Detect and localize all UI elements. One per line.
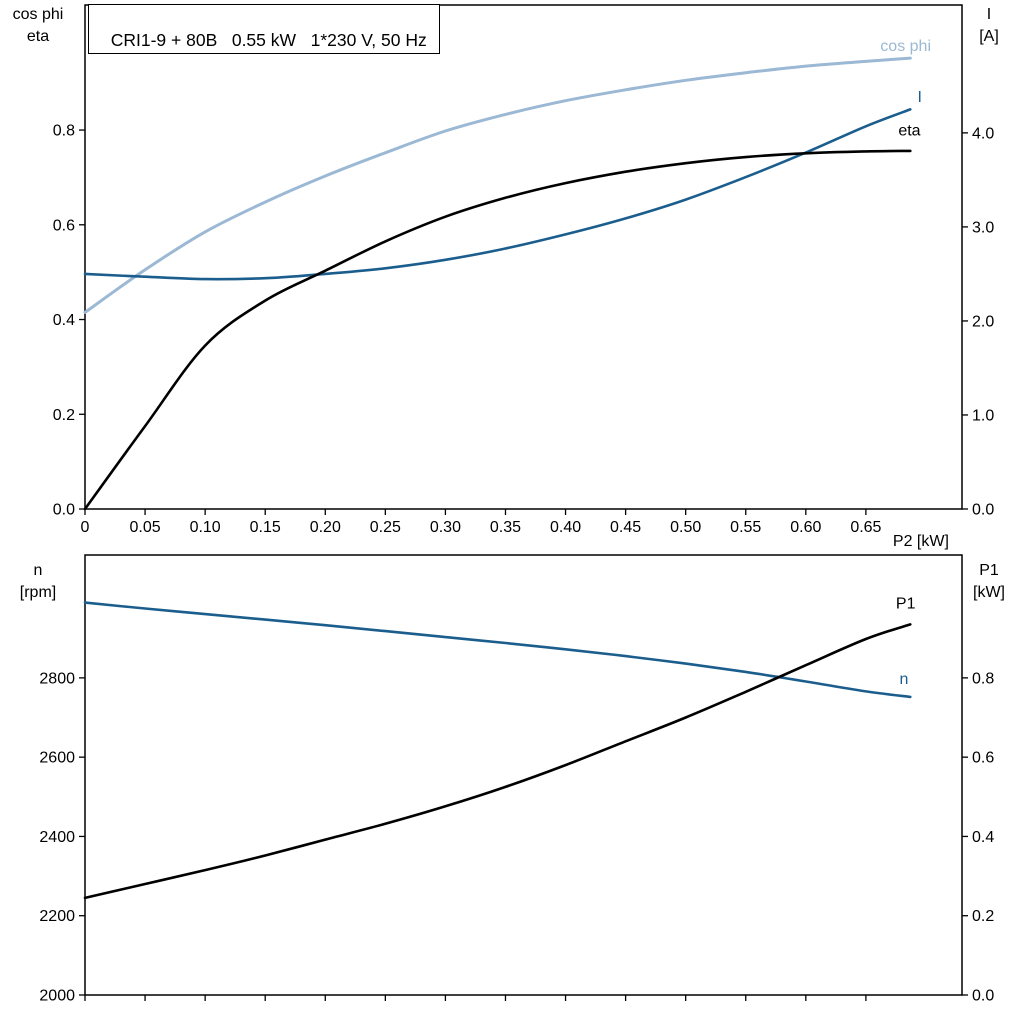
x-tick-label: 0.35: [490, 519, 521, 536]
right-y-tick-label: 2.0: [972, 313, 994, 330]
right-y-tick-label: 0.8: [972, 670, 994, 687]
x-tick-label: 0.15: [250, 519, 281, 536]
curve-label-n: n: [900, 671, 909, 688]
x-tick-label: 0.65: [850, 519, 881, 536]
left-y-tick-label: 2600: [39, 750, 75, 767]
top-chart-left-axis-title: cos phi eta: [0, 4, 76, 48]
right-y-tick-label: 0.0: [972, 988, 994, 1005]
axis-label-current: I: [986, 6, 992, 23]
bottom-chart-right-axis-title: P1 [kW]: [956, 560, 1022, 604]
x-axis-title: P2 [kW]: [884, 515, 949, 551]
curve-label-cos-phi: cos phi: [880, 38, 931, 55]
left-y-tick-label: 2200: [39, 908, 75, 925]
axis-label-eta: eta: [26, 28, 50, 45]
x-tick-label: 0.30: [430, 519, 461, 536]
right-y-tick-label: 0.2: [972, 908, 994, 925]
left-y-tick-label: 2000: [39, 988, 75, 1005]
axis-label-cos-phi: cos phi: [12, 6, 64, 23]
curve-n: [83, 601, 912, 699]
right-y-tick-label: 1.0: [972, 407, 994, 424]
x-tick-label: 0.10: [190, 519, 221, 536]
x-tick-label: 0.60: [790, 519, 821, 536]
curve-label-i: I: [918, 89, 922, 106]
bottom-chart: 2000 2200 2400 2600 2800 0.0 0.2 0.4 0.6 0.8 n P1: [39, 554, 994, 1005]
chart-title-box: CRI1-9 + 80B 0.55 kW 1*230 V, 50 Hz: [88, 4, 440, 54]
axis-label-speed: n: [33, 562, 43, 579]
top-chart: 0 0.05 0.10 0.15 0.20 0.25 0.30 0.35 0.40 0.45 0.5…: [53, 4, 994, 536]
right-y-tick-label: 0.6: [972, 750, 994, 767]
x-tick-label: 0.50: [670, 519, 701, 536]
bottom-chart-left-axis-title: n [rpm]: [0, 560, 76, 604]
axis-label-p2-kw: P2 [kW]: [892, 533, 949, 550]
left-y-tick-label: 0.8: [53, 123, 75, 140]
x-tick-label: 0.25: [370, 519, 401, 536]
curve-eta: [83, 149, 912, 511]
x-tick-label: 0.55: [730, 519, 761, 536]
plot-border: [84, 4, 963, 510]
right-y-tick-label: 0.0: [972, 502, 994, 519]
plot-border: [84, 554, 963, 996]
curve-p1: [83, 623, 912, 900]
x-tick-label: 0.05: [129, 519, 160, 536]
left-y-tick-label: 0.6: [53, 217, 75, 234]
curve-label-eta: eta: [898, 123, 920, 140]
right-y-tick-label: 0.4: [972, 829, 994, 846]
left-y-tick-label: 0.0: [53, 502, 75, 519]
axis-label-p1: P1: [979, 562, 999, 579]
axis-label-kw-unit: [kW]: [973, 584, 1005, 601]
left-y-tick-label: 2400: [39, 829, 75, 846]
left-y-tick-label: 0.4: [53, 312, 75, 329]
x-tick-label: 0.45: [610, 519, 641, 536]
axis-label-rpm-unit: [rpm]: [19, 584, 57, 601]
left-y-tick-label: 0.2: [53, 407, 75, 424]
top-chart-right-axis-title: I [A]: [958, 4, 1020, 48]
x-tick-label: 0.20: [310, 519, 341, 536]
chart-title: CRI1-9 + 80B 0.55 kW 1*230 V, 50 Hz: [110, 30, 427, 50]
left-y-tick-label: 2800: [39, 670, 75, 687]
right-y-tick-label: 4.0: [972, 125, 994, 142]
axis-label-ampere-unit: [A]: [979, 28, 999, 45]
x-tick-label: 0: [81, 519, 90, 536]
curve-cos-phi: [83, 56, 912, 314]
curve-label-p1: P1: [896, 596, 916, 613]
right-y-tick-label: 3.0: [972, 219, 994, 236]
x-tick-label: 0.40: [550, 519, 581, 536]
curve-i: [83, 108, 912, 281]
